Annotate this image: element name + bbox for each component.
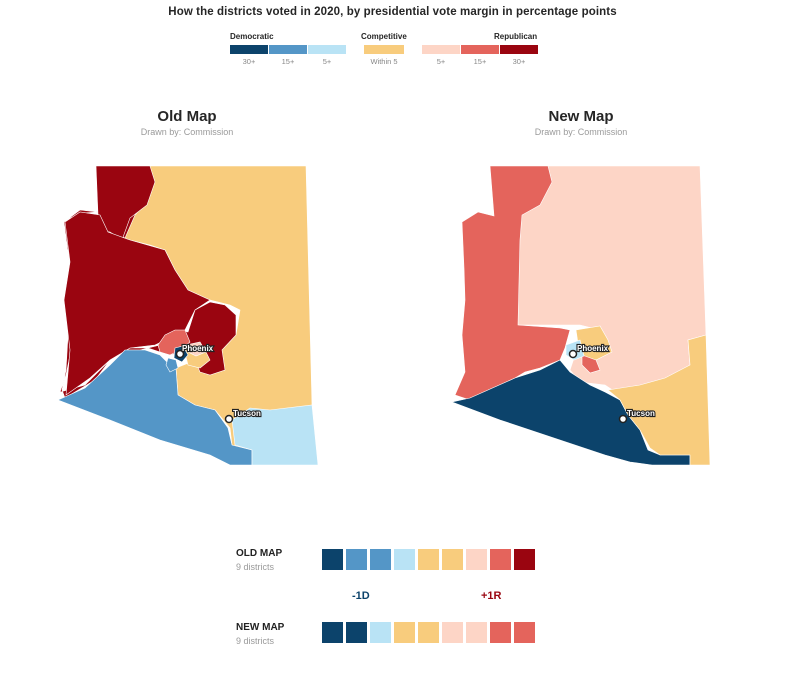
new-phoenix-label: Phoenix <box>577 344 609 353</box>
old-district-cell-5 <box>418 549 439 570</box>
old-district-phoenix-r5 <box>185 341 207 357</box>
old-district-cell-8 <box>490 549 511 570</box>
old-district-democratic-southwest <box>57 349 253 466</box>
new-phoenix-marker <box>568 349 578 359</box>
new-district-competitive-southeast <box>607 334 711 466</box>
old-district-cell-1 <box>322 549 343 570</box>
legend-tick-d15: 15+ <box>281 57 295 66</box>
legend-competitive-label: Competitive <box>361 32 407 41</box>
legend-swatch-d30 <box>230 45 268 54</box>
change-democratic: -1D <box>352 590 370 602</box>
new-district-phoenix-r15 <box>581 354 601 374</box>
new-district-r15-west <box>454 165 571 401</box>
new-district-cell-1 <box>322 622 343 643</box>
legend-tick-comp: Within 5 <box>370 57 398 66</box>
old-district-cell-9 <box>514 549 535 570</box>
new-district-cell-2 <box>346 622 367 643</box>
legend-swatch-d15 <box>269 45 307 54</box>
legend-tick-r15: 15+ <box>473 57 487 66</box>
old-map-district-row <box>322 549 535 570</box>
new-map-row-label: NEW MAP <box>236 622 285 633</box>
old-district-cell-6 <box>442 549 463 570</box>
new-district-cell-4 <box>394 622 415 643</box>
new-district-cell-7 <box>466 622 487 643</box>
legend-tick-d30: 30+ <box>242 57 256 66</box>
change-republican: +1R <box>481 590 502 602</box>
new-map-title: New Map <box>548 108 614 125</box>
new-district-cell-5 <box>418 622 439 643</box>
old-map-subtitle: Drawn by: Commission <box>140 127 234 137</box>
legend-tick-d5: 5+ <box>322 57 332 66</box>
chart-title: How the districts voted in 2020, by pres… <box>168 6 617 18</box>
legend-swatch-r15 <box>461 45 499 54</box>
old-district-phoenix-d15 <box>165 357 179 373</box>
legend-democratic-label: Democratic <box>230 32 274 41</box>
legend-swatch-d5 <box>308 45 346 54</box>
legend-swatch-comp <box>364 45 404 54</box>
legend-swatch-r5 <box>422 45 460 54</box>
old-tucson-marker <box>224 414 234 424</box>
old-map-row-label: OLD MAP <box>236 548 283 559</box>
new-map-subtitle: Drawn by: Commission <box>534 127 628 137</box>
old-district-democratic-southeast <box>231 404 319 466</box>
old-tucson-label: Tucson <box>233 409 261 418</box>
old-district-phoenix-red <box>157 329 191 356</box>
legend-tick-r30: 30+ <box>512 57 526 66</box>
new-map-district-row <box>322 622 535 643</box>
old-district-cell-4 <box>394 549 415 570</box>
old-phoenix-label: Phoenix <box>182 344 214 353</box>
new-district-cell-9 <box>514 622 535 643</box>
new-map-row-sub: 9 districts <box>236 636 275 646</box>
new-tucson-marker <box>618 414 628 424</box>
new-district-cell-6 <box>442 622 463 643</box>
old-map-title: Old Map <box>157 108 217 125</box>
old-district-republican-central <box>63 211 211 396</box>
legend-swatch-r30 <box>500 45 538 54</box>
new-district-cell-8 <box>490 622 511 643</box>
old-district-cell-3 <box>370 549 391 570</box>
old-district-cell-2 <box>346 549 367 570</box>
old-district-cell-7 <box>466 549 487 570</box>
legend-republican-label: Republican <box>494 32 538 41</box>
old-map-row-sub: 9 districts <box>236 562 275 572</box>
new-district-cell-3 <box>370 622 391 643</box>
old-phoenix-marker <box>175 349 185 359</box>
legend-tick-r5: 5+ <box>436 57 446 66</box>
new-tucson-label: Tucson <box>627 409 655 418</box>
